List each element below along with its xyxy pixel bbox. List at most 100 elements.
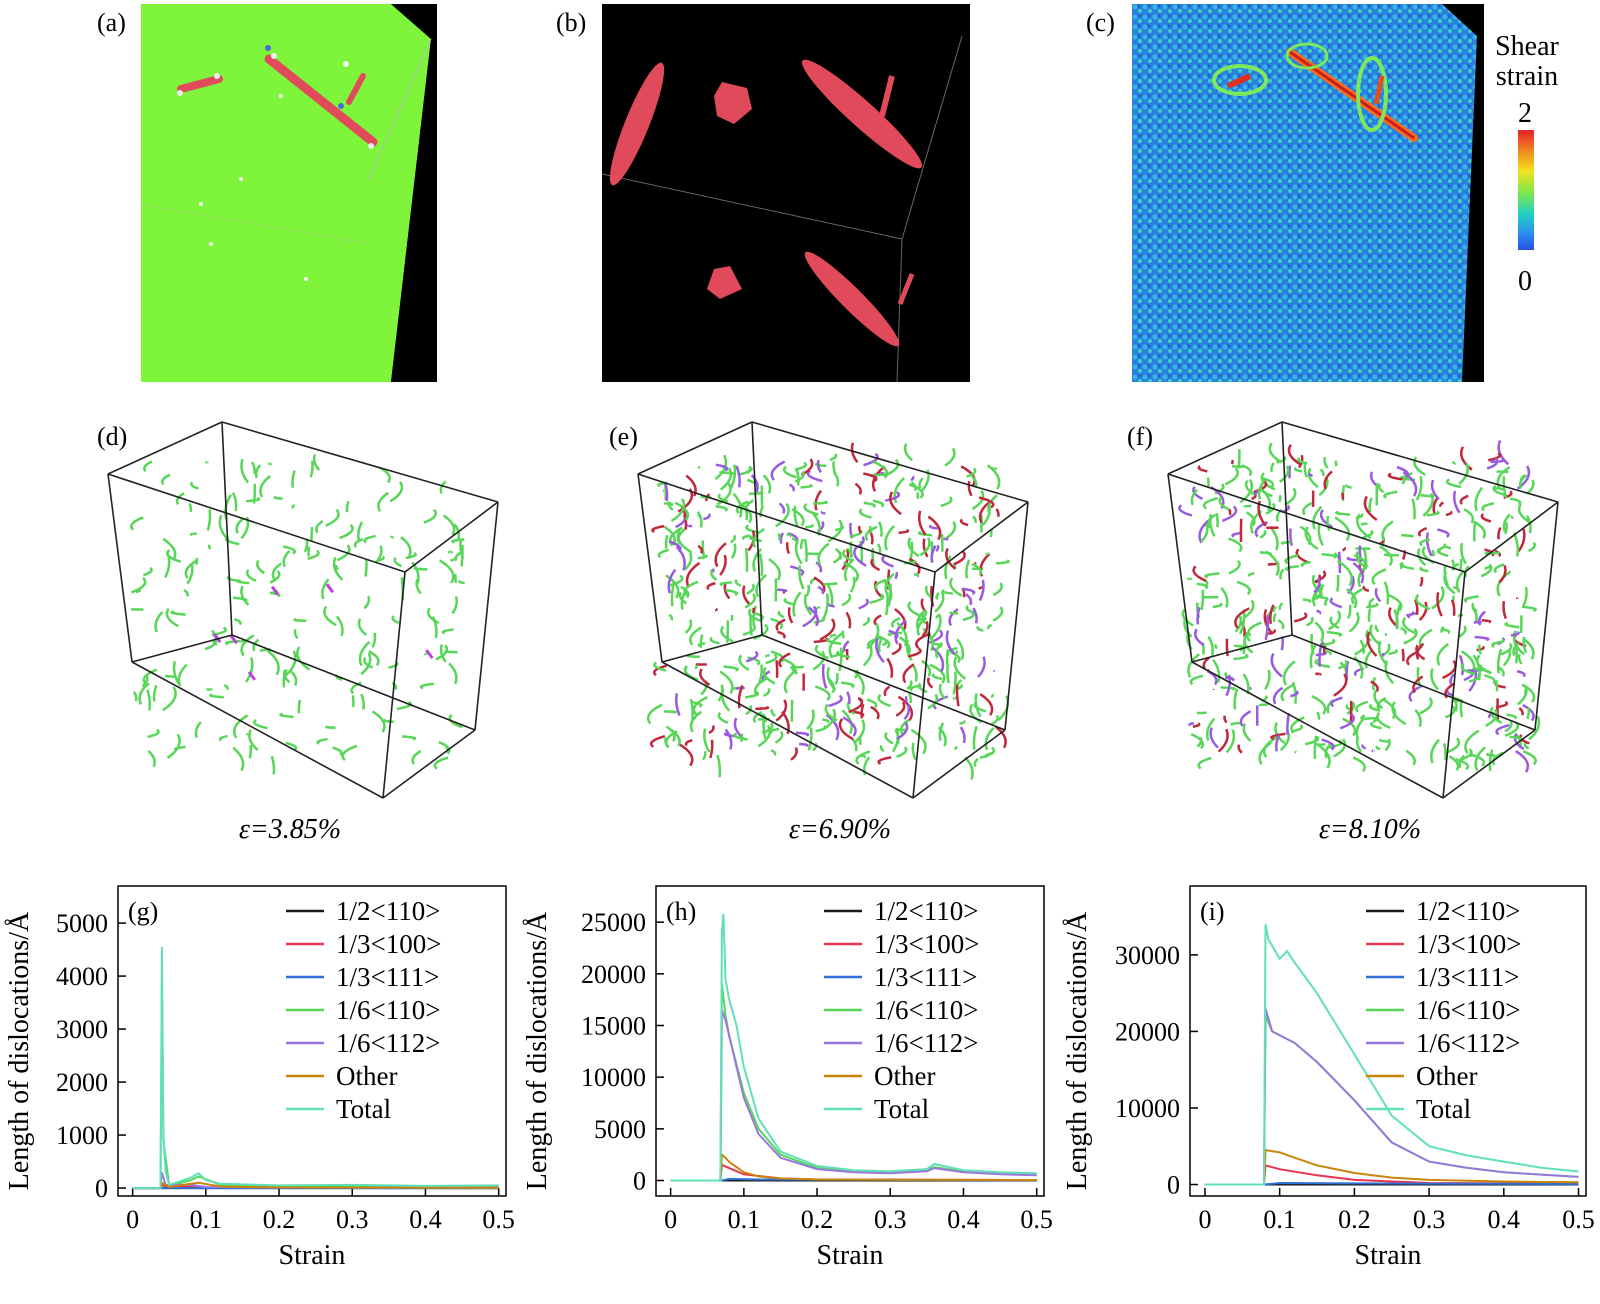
dislocation-line [959,719,966,725]
dislocation-line [917,510,927,536]
dislocation-line [1463,595,1479,603]
colorbar-title: Shear strain [1482,32,1572,92]
box-edge [474,501,499,731]
dislocation-line [164,674,177,679]
dislocation-line [755,612,765,621]
plot-frame [1189,885,1587,1197]
dislocation-line [1290,716,1305,734]
dislocation-line [1279,568,1285,580]
dislocation-line [360,652,372,676]
dislocation-line [1442,743,1447,761]
dislocation-line [863,452,879,467]
dislocation-line [955,649,959,655]
dislocation-line [147,728,160,739]
dislocation-line [886,657,894,678]
panel-label-f: (f) [1127,422,1153,451]
dislocation-line [248,729,259,751]
dislocation-line [152,684,158,702]
y-tick-label: 0 [633,1167,646,1196]
dislocation-line [1244,479,1256,496]
dislocation-line [819,618,836,641]
dislocation-line [703,513,711,521]
box-edge [107,421,223,475]
dislocation-line [1293,750,1297,754]
dislocation-line [426,607,440,625]
dislocation-line [1379,738,1390,743]
dislocation-line [792,591,802,617]
dislocation-line [924,585,932,598]
strain-label-e: ε=6.90% [788,814,892,845]
dislocation-line [321,578,330,600]
dislocation-line [826,583,834,607]
dislocation-line [1259,483,1273,498]
dislocation-line [451,596,458,615]
dislocation-line [353,538,364,549]
dislocation-line [310,526,314,542]
y-axis-label: Length of dislocations/Å [522,911,553,1190]
box-edge [131,634,233,663]
dislocation-line [1234,615,1243,633]
dislocation-line [252,718,268,730]
panel-label-b: (b) [556,8,587,37]
dislocation-line [894,608,907,632]
dislocation-line [1362,585,1370,593]
dislocation-line [1209,727,1219,749]
dislocation-line [684,619,693,634]
y-tick-label: 20000 [581,960,646,989]
dislocation-line [908,692,912,704]
dislocation-line [891,642,902,656]
dislocation-line [1304,735,1320,746]
dislocation-line [657,548,669,559]
dislocation-line [850,442,859,464]
dislocation-line [1521,683,1536,703]
dislocation-line [1269,525,1279,551]
dislocation-line [1333,738,1347,758]
dislocation-line [708,724,715,735]
dislocation-line [1284,565,1299,572]
dislocation-line [1345,588,1358,609]
dislocation-line [896,721,909,741]
y-tick-label: 3000 [56,1015,108,1044]
legend-label: Total [874,1094,929,1124]
dislocation-line [877,756,892,765]
dislocation-line [717,493,729,503]
dislocation-line [1451,461,1456,466]
dislocation-line [860,703,865,719]
dislocation-line [807,606,820,627]
dislocation-line [815,561,823,573]
dislocation-line [1346,701,1356,715]
dislocation-line [1480,563,1493,578]
dislocation-line [1259,529,1267,539]
dislocation-line [824,708,837,729]
dislocation-line [791,537,799,545]
dislocation-line [162,537,177,562]
dislocation-line [1319,468,1325,477]
dislocation-line [898,528,910,535]
chart-i: 0 0.1 0.2 0.3 0.4 0.5 0 10000 20000 30000 Strain Le… [1062,885,1595,1271]
dislocation-line [775,502,790,528]
dislocation-line [1352,562,1365,584]
dislocation-line [451,538,465,544]
dislocation-line [1496,465,1511,490]
dislocation-line [974,693,982,718]
dislocation-line [826,637,842,646]
dislocation-line [1488,749,1494,772]
dislocation-line [812,742,818,752]
dislocation-line [1486,457,1499,470]
dislocation-line [949,577,963,597]
box-edge [1291,634,1536,731]
dislocation-line [1383,581,1390,605]
dislocation-line [1522,636,1528,654]
colorbar-title-line2: strain [1495,61,1559,92]
dislocation-line [788,483,795,492]
dislocation-line [910,475,915,482]
dislocation-line [383,718,395,724]
dislocation-line [1502,648,1511,667]
dislocation-line [1521,605,1537,612]
dislocation-line [778,652,791,668]
dislocation-line [1414,593,1431,611]
panel-b: (b) [520,0,1040,390]
dislocation-line [1402,616,1416,635]
box-edge [107,473,133,663]
dislocation-line [846,691,851,705]
